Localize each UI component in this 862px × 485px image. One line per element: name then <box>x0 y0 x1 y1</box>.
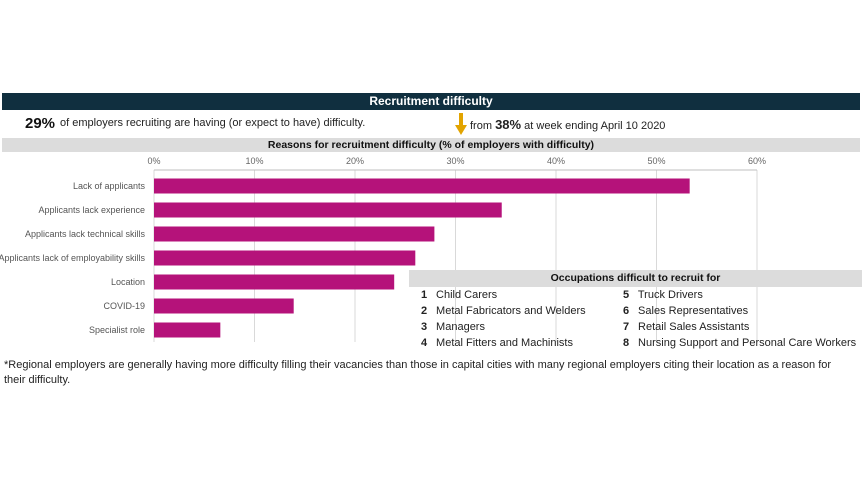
bar <box>154 298 294 314</box>
occupation-item: 5 Truck Drivers <box>623 289 703 301</box>
occupation-number: 4 <box>421 337 428 349</box>
category-label: Specialist role <box>89 325 145 335</box>
occupation-label: Metal Fitters and Machinists <box>433 337 573 349</box>
headline-stat: 29% of employers recruiting are having (… <box>0 113 862 137</box>
from-value: 38% <box>495 117 522 132</box>
bar <box>154 226 435 242</box>
occupation-label: Retail Sales Assistants <box>635 321 750 333</box>
category-label: Applicants lack of employability skills <box>0 253 145 263</box>
occupation-label: Sales Representatives <box>635 305 749 317</box>
x-tick-label: 30% <box>446 156 464 166</box>
banner-title: Recruitment difficulty <box>369 94 493 108</box>
category-label: COVID-19 <box>103 301 145 311</box>
occupation-number: 8 <box>623 337 630 349</box>
occupation-item: 8 Nursing Support and Personal Care Work… <box>623 337 856 349</box>
occupation-label: Truck Drivers <box>635 289 703 301</box>
occupation-number: 1 <box>421 289 428 301</box>
from-comparison: from 38% at week ending April 10 2020 <box>470 117 665 132</box>
occupation-label: Nursing Support and Personal Care Worker… <box>635 337 857 349</box>
occupation-item: 7 Retail Sales Assistants <box>623 321 749 333</box>
chart-title: Reasons for recruitment difficulty (% of… <box>2 138 860 152</box>
x-tick-label: 40% <box>547 156 565 166</box>
x-tick-label: 20% <box>346 156 364 166</box>
occupation-item: 2 Metal Fabricators and Welders <box>421 305 586 317</box>
occupation-item: 6 Sales Representatives <box>623 305 748 317</box>
occupation-label: Managers <box>433 321 485 333</box>
occupation-number: 2 <box>421 305 428 317</box>
bar <box>154 322 221 338</box>
stat-value: 29% <box>25 115 56 132</box>
category-label: Lack of applicants <box>73 181 146 191</box>
section-banner: Recruitment difficulty <box>2 93 860 110</box>
occupation-label: Child Carers <box>433 289 498 301</box>
category-label: Applicants lack experience <box>38 205 145 215</box>
category-label: Applicants lack technical skills <box>25 229 146 239</box>
occupation-item: 3 Managers <box>421 321 485 333</box>
bar <box>154 178 690 194</box>
from-suffix: at week ending April 10 2020 <box>524 120 666 132</box>
x-tick-label: 10% <box>245 156 263 166</box>
x-tick-label: 60% <box>748 156 766 166</box>
occupation-number: 6 <box>623 305 630 317</box>
occupation-number: 7 <box>623 321 630 333</box>
occupations-panel: Occupations difficult to recruit for 1 C… <box>409 270 862 352</box>
bar-chart: 0% 10% 20% 30% 40% 50% 60% Lack of applicants Ap… <box>0 156 766 342</box>
occupation-number: 3 <box>421 321 428 333</box>
occupation-number: 5 <box>623 289 630 301</box>
x-tick-label: 0% <box>147 156 160 166</box>
bar <box>154 274 395 290</box>
occupation-item: 4 Metal Fitters and Machinists <box>421 337 573 349</box>
occupation-item: 1 Child Carers <box>421 289 497 301</box>
bar <box>154 202 502 218</box>
stat-description: of employers recruiting are having (or e… <box>60 117 366 129</box>
bar <box>154 250 416 266</box>
footnote: *Regional employers are generally having… <box>4 359 832 386</box>
category-label: Location <box>111 277 145 287</box>
occupation-label: Metal Fabricators and Welders <box>433 305 586 317</box>
occupations-title: Occupations difficult to recruit for <box>409 270 862 287</box>
from-prefix: from <box>470 120 492 132</box>
down-arrow-icon <box>455 113 467 135</box>
x-tick-label: 50% <box>647 156 665 166</box>
